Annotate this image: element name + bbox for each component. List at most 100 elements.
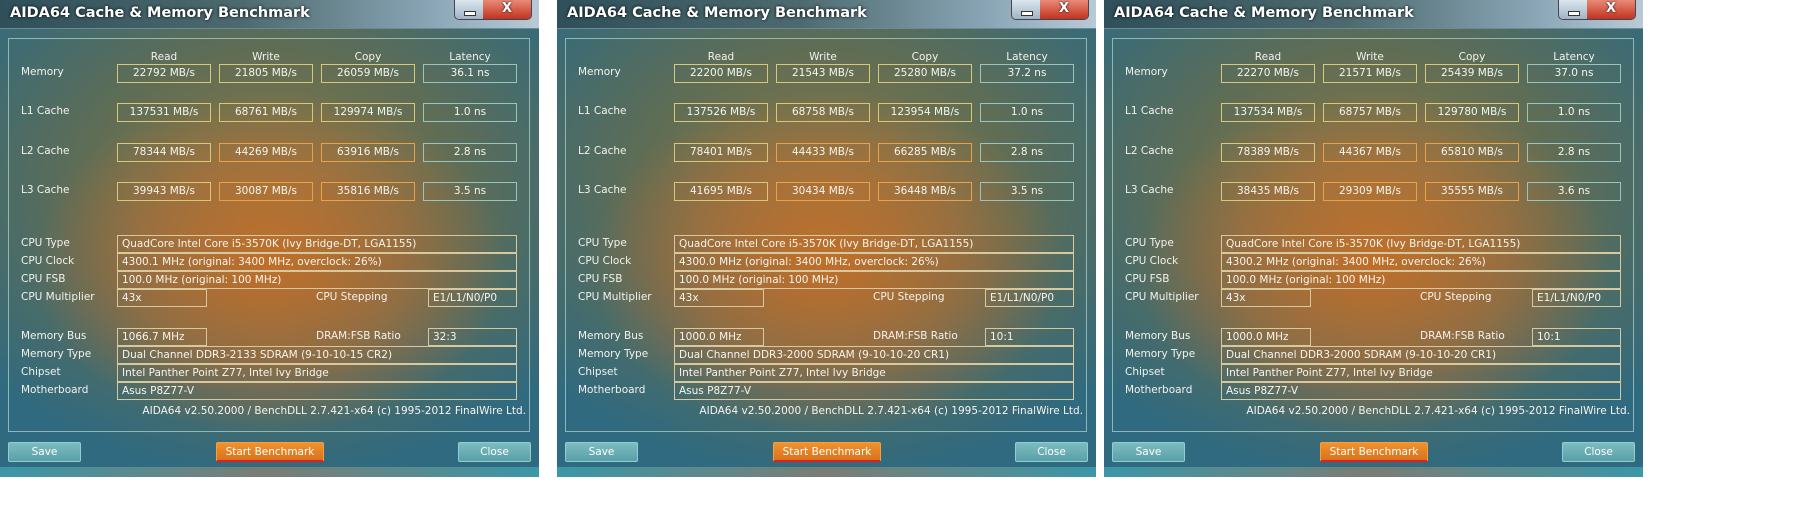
cpu-fsb-value: 100.0 MHz (original: 100 MHz) bbox=[674, 271, 1074, 289]
latency-value: 36.1 ns bbox=[423, 64, 517, 83]
memory-bus-value: 1066.7 MHz bbox=[117, 328, 207, 346]
cpu-fsb-value: 100.0 MHz (original: 100 MHz) bbox=[117, 271, 517, 289]
column-header-write: Write bbox=[252, 51, 280, 63]
cpu-clock-value: 4300.0 MHz (original: 3400 MHz, overcloc… bbox=[674, 253, 1074, 271]
write-value: 44269 MB/s bbox=[219, 143, 313, 162]
benchmark-window: AIDA64 Cache & Memory Benchmark X Read Writ… bbox=[1104, 0, 1643, 477]
chipset-label: Chipset bbox=[1125, 366, 1165, 378]
write-value: 68757 MB/s bbox=[1323, 103, 1417, 122]
latency-value: 3.5 ns bbox=[980, 182, 1074, 201]
row-label: Memory bbox=[578, 66, 621, 78]
write-value: 21571 MB/s bbox=[1323, 64, 1417, 83]
memory-bus-value: 1000.0 MHz bbox=[674, 328, 764, 346]
read-value: 137534 MB/s bbox=[1221, 103, 1315, 122]
latency-value: 3.6 ns bbox=[1527, 182, 1621, 201]
title-bar[interactable]: AIDA64 Cache & Memory Benchmark X bbox=[557, 0, 1096, 29]
motherboard-value: Asus P8Z77-V bbox=[674, 382, 1074, 400]
start-benchmark-button[interactable]: Start Benchmark bbox=[773, 442, 881, 462]
copy-value: 35555 MB/s bbox=[1425, 182, 1519, 201]
row-label: Memory bbox=[21, 66, 64, 78]
close-button[interactable]: Close bbox=[1562, 442, 1635, 462]
cpu-clock-value: 4300.2 MHz (original: 3400 MHz, overcloc… bbox=[1221, 253, 1621, 271]
title-bar[interactable]: AIDA64 Cache & Memory Benchmark X bbox=[0, 0, 539, 29]
results-panel bbox=[1112, 38, 1634, 432]
motherboard-value: Asus P8Z77-V bbox=[117, 382, 517, 400]
memory-type-label: Memory Type bbox=[578, 348, 649, 360]
memory-bus-label: Memory Bus bbox=[1125, 330, 1191, 342]
cpu-multiplier-label: CPU Multiplier bbox=[21, 291, 95, 303]
cpu-clock-label: CPU Clock bbox=[1125, 255, 1179, 267]
cpu-clock-label: CPU Clock bbox=[578, 255, 632, 267]
copy-value: 36448 MB/s bbox=[878, 182, 972, 201]
close-window-button[interactable]: X bbox=[483, 0, 531, 19]
latency-value: 37.0 ns bbox=[1527, 64, 1621, 83]
row-label: L1 Cache bbox=[578, 105, 627, 117]
column-header-write: Write bbox=[1356, 51, 1384, 63]
minimize-button[interactable] bbox=[455, 0, 483, 19]
cpu-multiplier-value: 43x bbox=[674, 289, 764, 307]
close-window-button[interactable]: X bbox=[1040, 0, 1088, 19]
cpu-multiplier-label: CPU Multiplier bbox=[578, 291, 652, 303]
latency-value: 37.2 ns bbox=[980, 64, 1074, 83]
close-button[interactable]: Close bbox=[1015, 442, 1088, 462]
cpu-fsb-value: 100.0 MHz (original: 100 MHz) bbox=[1221, 271, 1621, 289]
column-header-read: Read bbox=[707, 51, 735, 63]
save-button[interactable]: Save bbox=[8, 442, 81, 462]
minimize-button[interactable] bbox=[1012, 0, 1040, 19]
copy-value: 65810 MB/s bbox=[1425, 143, 1519, 162]
benchmark-window: AIDA64 Cache & Memory Benchmark X Read Writ… bbox=[557, 0, 1096, 477]
title-bar[interactable]: AIDA64 Cache & Memory Benchmark X bbox=[1104, 0, 1643, 29]
read-value: 38435 MB/s bbox=[1221, 182, 1315, 201]
cpu-fsb-label: CPU FSB bbox=[21, 273, 66, 285]
copy-value: 63916 MB/s bbox=[321, 143, 415, 162]
start-benchmark-button[interactable]: Start Benchmark bbox=[1320, 442, 1428, 462]
write-value: 30087 MB/s bbox=[219, 182, 313, 201]
column-header-latency: Latency bbox=[449, 51, 491, 63]
row-label: L2 Cache bbox=[578, 145, 627, 157]
column-header-copy: Copy bbox=[911, 51, 939, 63]
memory-type-value: Dual Channel DDR3-2000 SDRAM (9-10-10-20… bbox=[1221, 346, 1621, 364]
dram-fsb-value: 10:1 bbox=[1532, 328, 1621, 346]
copy-value: 25439 MB/s bbox=[1425, 64, 1519, 83]
dram-fsb-label: DRAM:FSB Ratio bbox=[873, 330, 958, 342]
motherboard-label: Motherboard bbox=[1125, 384, 1193, 396]
column-header-latency: Latency bbox=[1006, 51, 1048, 63]
save-button[interactable]: Save bbox=[565, 442, 638, 462]
chipset-value: Intel Panther Point Z77, Intel Ivy Bridg… bbox=[117, 364, 517, 382]
dram-fsb-label: DRAM:FSB Ratio bbox=[1420, 330, 1505, 342]
copy-value: 26059 MB/s bbox=[321, 64, 415, 83]
close-window-button[interactable]: X bbox=[1587, 0, 1635, 19]
start-benchmark-button[interactable]: Start Benchmark bbox=[216, 442, 324, 462]
column-header-read: Read bbox=[150, 51, 178, 63]
latency-value: 2.8 ns bbox=[423, 143, 517, 162]
row-label: L1 Cache bbox=[21, 105, 70, 117]
chipset-value: Intel Panther Point Z77, Intel Ivy Bridg… bbox=[1221, 364, 1621, 382]
window-controls: X bbox=[454, 0, 532, 20]
cpu-fsb-label: CPU FSB bbox=[578, 273, 623, 285]
chipset-label: Chipset bbox=[578, 366, 618, 378]
cpu-type-label: CPU Type bbox=[578, 237, 627, 249]
cpu-stepping-value: E1/L1/N0/P0 bbox=[985, 289, 1074, 307]
cpu-stepping-label: CPU Stepping bbox=[873, 291, 945, 303]
cpu-stepping-value: E1/L1/N0/P0 bbox=[428, 289, 517, 307]
copy-value: 123954 MB/s bbox=[878, 103, 972, 122]
window-controls: X bbox=[1558, 0, 1636, 20]
write-value: 44433 MB/s bbox=[776, 143, 870, 162]
read-value: 137526 MB/s bbox=[674, 103, 768, 122]
write-value: 29309 MB/s bbox=[1323, 182, 1417, 201]
copy-value: 66285 MB/s bbox=[878, 143, 972, 162]
minimize-button[interactable] bbox=[1559, 0, 1587, 19]
latency-value: 1.0 ns bbox=[423, 103, 517, 122]
column-header-write: Write bbox=[809, 51, 837, 63]
cpu-type-label: CPU Type bbox=[1125, 237, 1174, 249]
latency-value: 2.8 ns bbox=[1527, 143, 1621, 162]
row-label: L3 Cache bbox=[578, 184, 627, 196]
read-value: 78389 MB/s bbox=[1221, 143, 1315, 162]
cpu-stepping-label: CPU Stepping bbox=[1420, 291, 1492, 303]
read-value: 137531 MB/s bbox=[117, 103, 211, 122]
write-value: 44367 MB/s bbox=[1323, 143, 1417, 162]
close-button[interactable]: Close bbox=[458, 442, 531, 462]
column-header-copy: Copy bbox=[354, 51, 382, 63]
save-button[interactable]: Save bbox=[1112, 442, 1185, 462]
row-label: L2 Cache bbox=[1125, 145, 1174, 157]
